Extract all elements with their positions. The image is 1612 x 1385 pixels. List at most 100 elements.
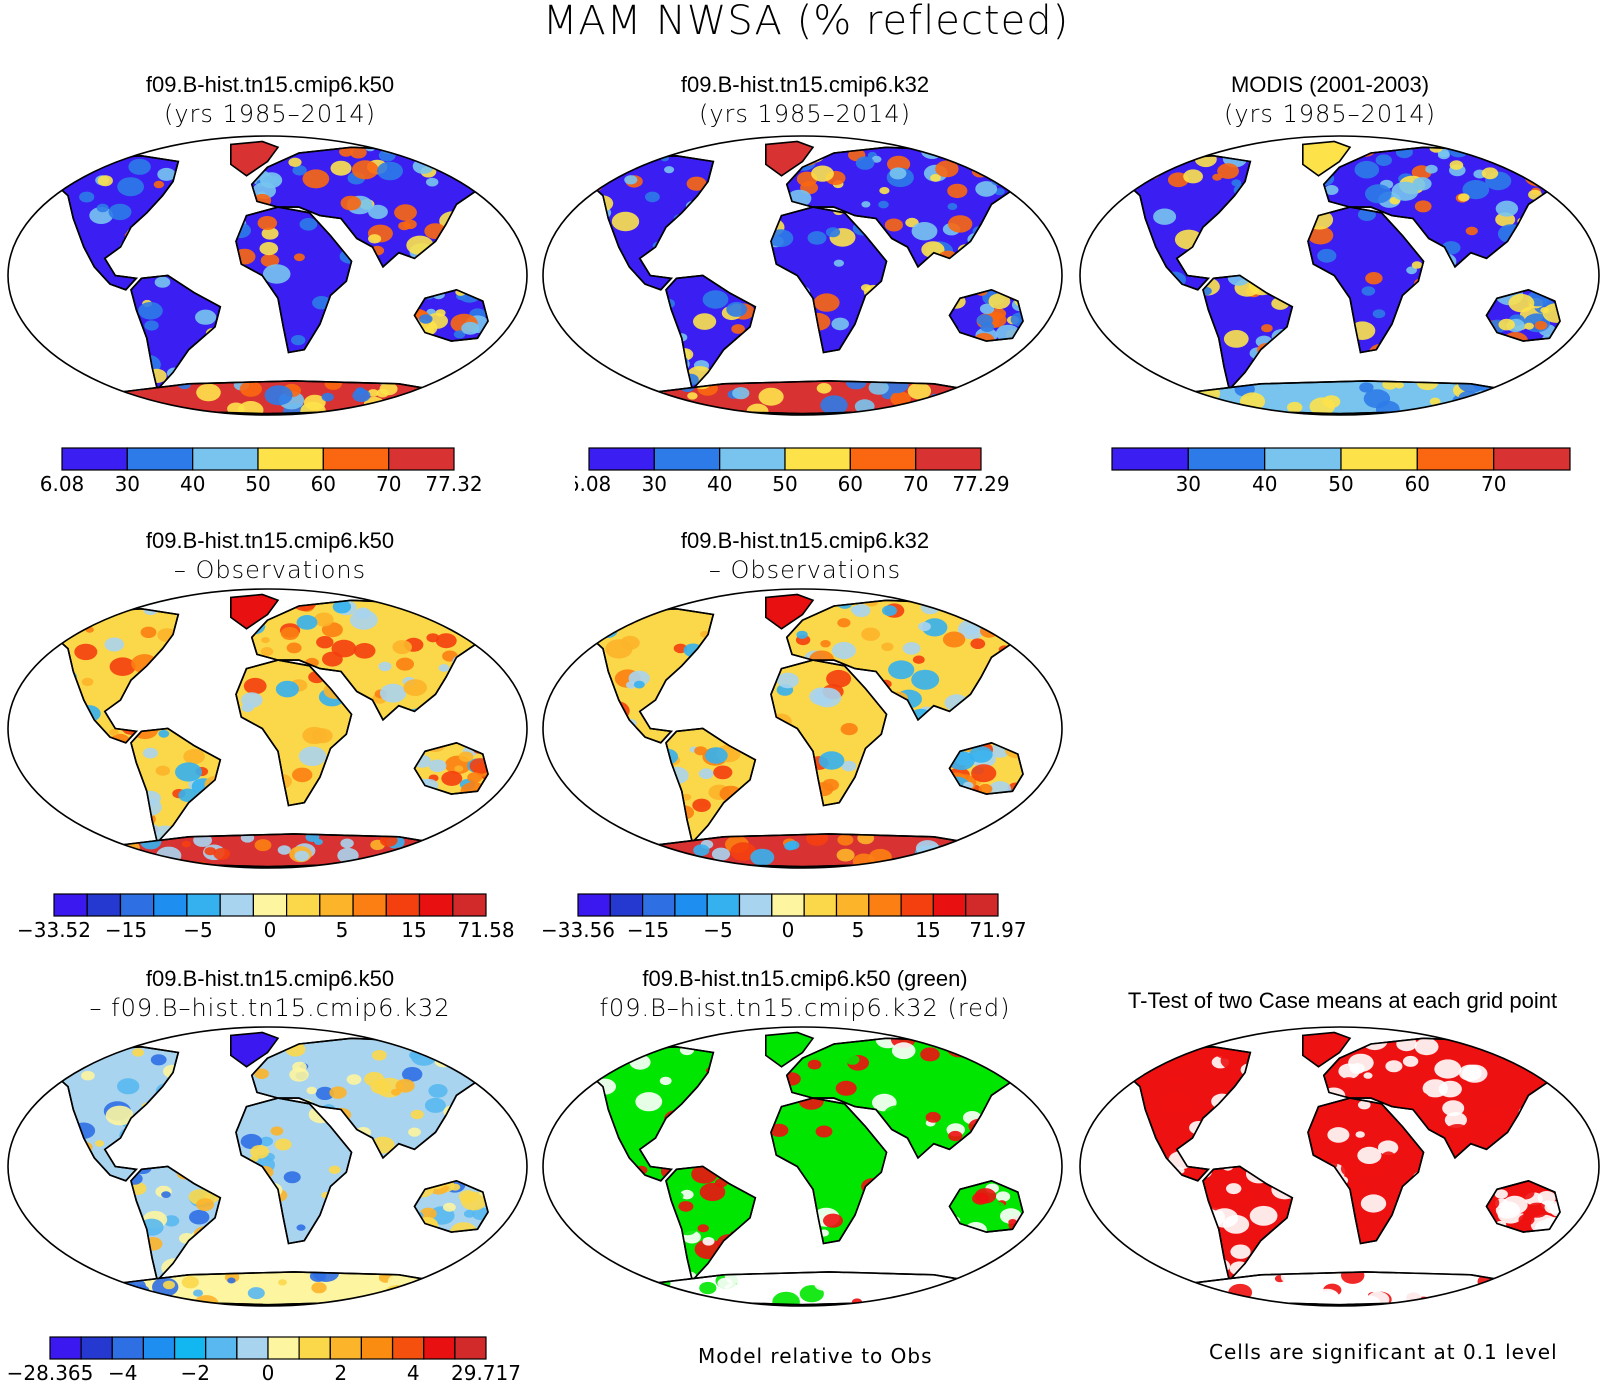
data-patch	[1194, 155, 1217, 168]
data-patch	[884, 380, 909, 394]
data-patch	[154, 276, 171, 288]
data-patch	[119, 1126, 145, 1145]
colorbar-tick-label: −4	[108, 1361, 137, 1385]
data-patch	[1340, 1077, 1357, 1089]
data-patch	[657, 860, 674, 867]
colorbar-swatch	[900, 893, 935, 917]
data-patch	[405, 708, 428, 720]
data-patch	[988, 293, 1011, 309]
colorbar-swatch	[674, 893, 708, 917]
data-patch	[1533, 209, 1548, 220]
data-patch	[70, 713, 91, 728]
colorbar-tick-label: 40	[180, 472, 205, 496]
data-patch	[329, 1086, 347, 1099]
data-patch	[463, 709, 485, 720]
data-patch	[833, 259, 844, 267]
data-patch	[1315, 286, 1325, 293]
data-patch	[243, 281, 270, 301]
data-patch	[918, 621, 931, 632]
data-patch	[813, 782, 834, 797]
colorbar-swatch	[418, 893, 454, 917]
data-patch	[1398, 310, 1422, 328]
data-patch	[293, 600, 303, 606]
data-patch	[1534, 242, 1553, 256]
data-patch	[1010, 312, 1023, 327]
map-panel-7	[7, 1026, 528, 1307]
data-patch	[944, 694, 969, 712]
data-patch	[450, 218, 467, 230]
data-patch	[1552, 257, 1566, 267]
data-patch	[664, 1110, 688, 1128]
data-patch	[196, 383, 221, 402]
data-patch	[861, 284, 872, 292]
colorbar-swatch	[1111, 447, 1189, 471]
data-patch	[812, 1279, 822, 1286]
data-patch	[1166, 408, 1176, 414]
data-patch	[1354, 147, 1376, 157]
data-patch	[855, 156, 875, 170]
colorbar-swatch	[329, 1336, 362, 1360]
colorbar-panel-1: 6.08 30 40 50 60 70 77.32	[40, 447, 483, 496]
data-patch	[474, 227, 494, 244]
data-patch	[426, 633, 440, 643]
data-patch	[1501, 1195, 1528, 1215]
data-patch	[1365, 184, 1392, 204]
colorbar-swatch	[577, 893, 611, 917]
data-patch	[1249, 1205, 1278, 1226]
colorbar-tick-label: 50	[245, 472, 270, 496]
data-patch	[465, 600, 476, 607]
data-patch	[629, 395, 648, 411]
data-patch	[332, 600, 352, 614]
data-patch	[693, 844, 710, 856]
colorbar-swatch	[352, 893, 387, 917]
data-patch	[1433, 253, 1457, 267]
data-patch	[1203, 286, 1212, 296]
data-patch	[353, 643, 376, 659]
panel-8-subtitle: f09.B–hist.tn15.cmip6.k32 (red)	[599, 994, 1011, 1022]
data-patch	[978, 783, 993, 794]
data-patch	[670, 816, 685, 828]
data-patch	[778, 1175, 798, 1190]
data-patch	[193, 1289, 203, 1297]
data-patch	[364, 1290, 386, 1305]
data-patch	[371, 1050, 387, 1061]
data-patch	[1503, 1118, 1530, 1137]
data-patch	[302, 726, 327, 745]
data-patch	[458, 751, 474, 762]
data-patch	[133, 1166, 152, 1175]
data-patch	[872, 795, 887, 806]
data-patch	[1458, 193, 1470, 202]
data-patch	[292, 767, 313, 783]
panel-4-subtitle: – Observations	[173, 556, 367, 584]
data-patch	[1425, 253, 1444, 267]
colorbar-panel-5: −33.56 −15 −5 0 5 15 71.97	[542, 893, 1027, 942]
data-patch	[478, 1180, 488, 1188]
data-patch	[452, 654, 474, 670]
data-patch	[105, 1105, 134, 1126]
colorbar-swatch	[392, 1336, 425, 1360]
data-patch	[907, 382, 932, 400]
colorbar-swatch	[322, 447, 390, 471]
data-patch	[771, 713, 792, 730]
data-patch	[698, 768, 714, 779]
map-panel-5	[542, 588, 1063, 869]
colorbar-swatch	[609, 893, 644, 917]
data-patch	[259, 242, 279, 256]
data-patch	[342, 238, 360, 251]
panel-9-title: T-Test of two Case means at each grid po…	[1127, 988, 1558, 1013]
data-patch	[163, 1280, 175, 1290]
data-patch	[250, 1145, 270, 1159]
data-patch	[1402, 1055, 1419, 1067]
data-patch	[1518, 1121, 1533, 1132]
data-patch	[440, 600, 464, 609]
data-patch	[798, 1098, 824, 1110]
data-patch	[772, 1291, 800, 1305]
data-patch	[928, 1300, 941, 1305]
data-patch	[1540, 1092, 1560, 1106]
data-patch	[1539, 154, 1566, 174]
panel-2-subtitle: (yrs 1985–2014)	[698, 100, 912, 128]
data-patch	[52, 273, 70, 290]
data-patch	[1412, 1171, 1424, 1184]
data-patch	[452, 837, 462, 844]
data-patch	[1394, 381, 1404, 389]
